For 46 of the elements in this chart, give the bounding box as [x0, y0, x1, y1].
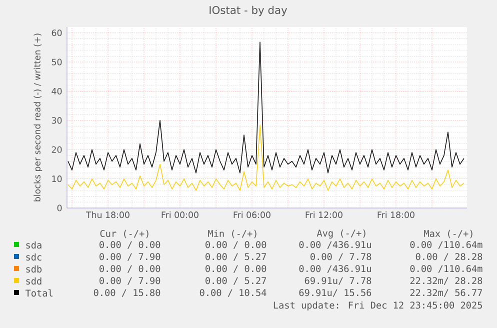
y-tick-label: 10 [52, 176, 62, 182]
text: 0.00 / 0.00 [206, 241, 266, 249]
text: 0.00 / 5.27 [206, 277, 266, 285]
text: 0.00 /110.64m [410, 241, 482, 249]
line-series [68, 42, 464, 174]
text: Min (-/+) [208, 230, 256, 238]
text: Last update: Fri Dec 12 23:45:00 2025 [274, 301, 482, 311]
text: 0.00 / 0.00 [206, 265, 266, 273]
x-tick-label: Fri 06:00 [234, 211, 270, 218]
y-tick-label: 60 [52, 30, 62, 36]
legend-label: sdd [26, 277, 42, 285]
text: 0.00 / 0.00 [100, 265, 160, 273]
y-tick-label: 50 [52, 58, 62, 66]
text: 22.32m/ 28.28 [410, 277, 482, 285]
y-tick-label: 40 [52, 88, 62, 94]
text: 69.91u/ 15.56 [299, 289, 372, 297]
text: 69.91u/ 7.78 [304, 277, 372, 285]
text: 0.00 /110.64m [410, 265, 482, 273]
text: 0.00 / 5.27 [206, 253, 266, 261]
text: 0.00 / 28.28 [416, 253, 482, 261]
legend-label: sdb [26, 265, 42, 273]
legend-label: sda [26, 241, 42, 249]
text: 22.32m/ 56.77 [410, 289, 482, 297]
text: 0.00 / 7.90 [100, 277, 160, 285]
y-tick-label: 20 [52, 146, 62, 153]
text: Avg (-/+) [316, 229, 366, 239]
text: 0.00 /436.91u [299, 265, 371, 273]
line-series [68, 124, 464, 191]
y-axis-title: blocks per second read (-) / written (+) [34, 34, 42, 202]
y-tick-label: 0 [57, 204, 62, 212]
x-tick-label: Fri 00:00 [162, 211, 198, 218]
text: Max (-/+) [424, 230, 472, 238]
chart-title: IOstat - by day [210, 6, 288, 16]
text: 0.00 / 7.78 [310, 253, 372, 261]
x-tick-label: Fri 12:00 [306, 211, 342, 218]
text: Cur (-/+) [100, 230, 148, 238]
y-tick-label: 30 [52, 117, 62, 124]
text: 0.00 /436.91u [299, 241, 371, 249]
text: 0.00 / 7.90 [100, 253, 160, 261]
text: 0.00 / 10.54 [200, 289, 266, 297]
text: 0.00 / 0.00 [100, 241, 160, 249]
text: 0.00 / 15.80 [94, 289, 160, 297]
legend-label: Total [25, 289, 52, 297]
legend-label: sdc [26, 253, 42, 261]
x-tick-label: Thu 18:00 [86, 211, 130, 218]
x-tick-label: Fri 18:00 [378, 211, 414, 218]
